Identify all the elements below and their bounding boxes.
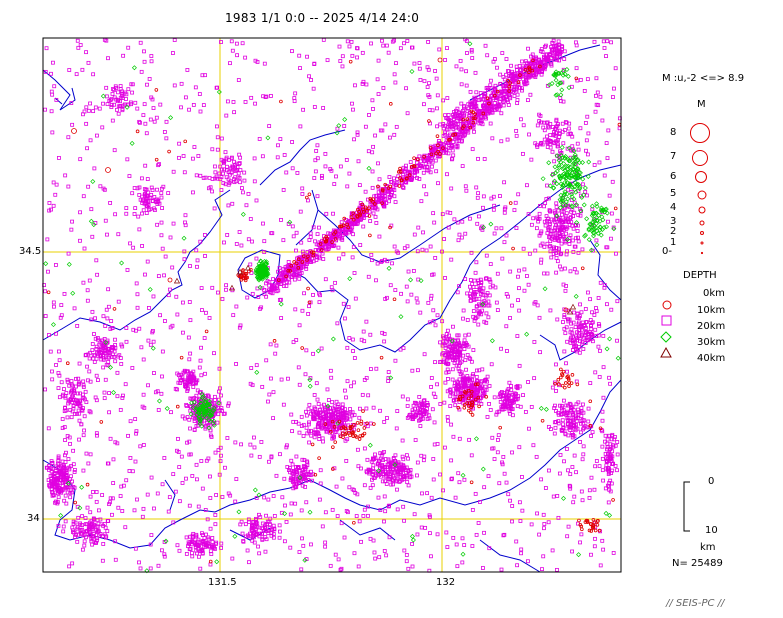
magnitude-legend-symbols (690, 123, 710, 255)
depth-symbol-circle (662, 300, 672, 310)
magnitude-heading: M (697, 99, 706, 110)
depth-symbol-diamond (660, 331, 672, 343)
map-frame (42, 37, 622, 573)
depth-label-30: 30km (697, 337, 726, 348)
depth-label-0: 0km (703, 288, 725, 299)
depth-symbol-square (661, 315, 672, 326)
depth-label-40: 40km (697, 353, 726, 364)
mag-level-4: 4 (670, 202, 677, 213)
scale-unit: km (700, 542, 716, 553)
mag-level-7: 7 (670, 151, 677, 162)
magnitude-symbol (698, 206, 706, 214)
lat-label-34-5: 34.5 (19, 246, 42, 257)
magnitude-symbol (700, 251, 704, 255)
lon-label-132: 132 (436, 577, 456, 588)
magnitude-symbol (699, 220, 705, 226)
depth-label-20: 20km (697, 321, 726, 332)
scale-bottom-label: 10 (705, 525, 718, 536)
coastline-segment (42, 69, 76, 111)
mag-level-3: 3 (670, 216, 677, 227)
depth-label-10: 10km (697, 305, 726, 316)
mag-level-2: 2 (670, 226, 677, 237)
magnitude-symbol (700, 231, 704, 235)
coastline-segment (42, 379, 622, 549)
magnitude-symbol (692, 150, 708, 166)
map-title: 1983 1/1 0:0 -- 2025 4/14 24:0 (225, 11, 420, 25)
mag-level-8: 8 (670, 127, 677, 138)
lat-label-34: 34 (27, 513, 40, 524)
coastline-segment (295, 189, 501, 263)
mag-level-5: 5 (670, 188, 677, 199)
coastline (42, 44, 622, 573)
coastline-segment (164, 479, 541, 573)
mag-level-6: 6 (670, 171, 677, 182)
lon-label-131-5: 131.5 (208, 577, 237, 588)
depth-legend-symbols (660, 300, 672, 358)
magnitude-symbol (695, 171, 707, 183)
depth-symbol-triangle (660, 346, 672, 358)
mag-level-0: 0- (662, 246, 672, 257)
graticule (43, 38, 621, 572)
depth-heading: DEPTH (683, 270, 717, 281)
magnitude-symbol (700, 241, 704, 245)
software-credit: // SEIS-PC // (666, 598, 725, 609)
event-count: N= 25489 (672, 558, 723, 569)
mag-level-1: 1 (670, 237, 677, 248)
magnitude-symbol (697, 190, 707, 200)
scale-top-label: 0 (708, 476, 715, 487)
scale-bar (683, 481, 690, 532)
earthquake-points (42, 37, 622, 574)
magnitude-symbol (690, 123, 710, 143)
magnitude-range: M :u,-2 <=> 8.9 (662, 73, 745, 84)
coastline-segment (42, 129, 346, 341)
coastline-segment (589, 239, 622, 301)
